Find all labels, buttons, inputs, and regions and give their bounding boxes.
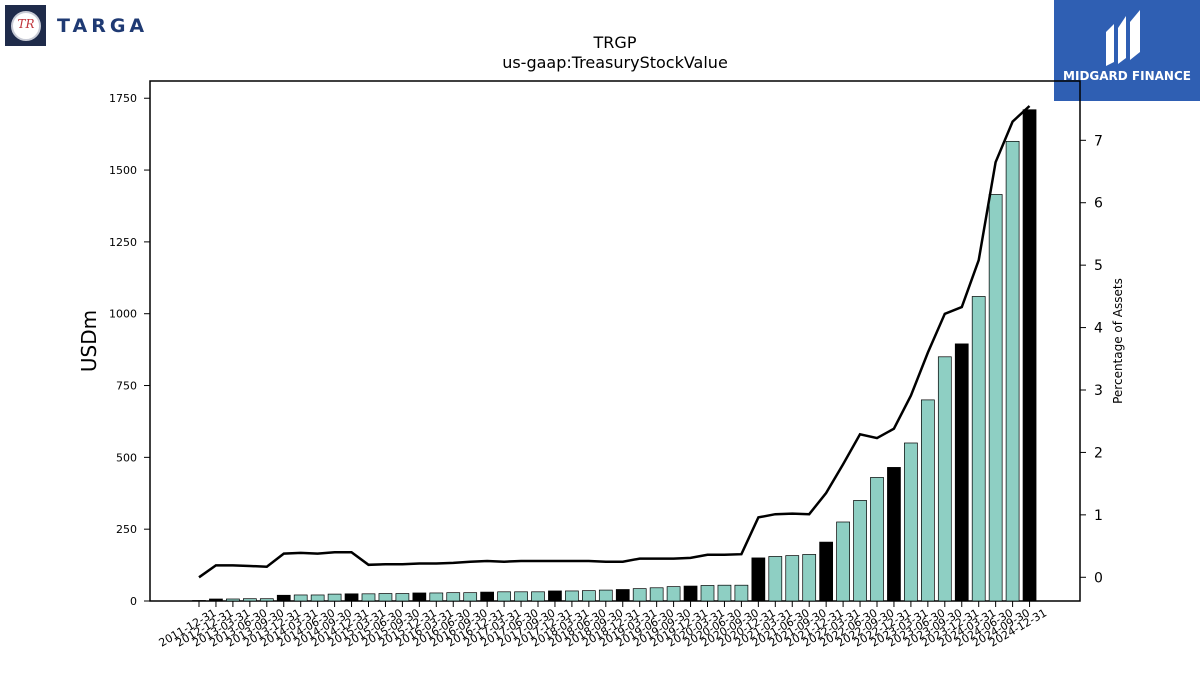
bar [785,555,800,602]
bar [548,590,562,602]
bar [937,356,952,602]
bar [700,585,715,602]
bar [192,600,206,602]
bar [920,399,935,602]
midgard-mark-icon [1106,10,1140,66]
y-tick-label: 500 [116,451,137,464]
bar [446,592,461,602]
bar [887,467,901,602]
bar [412,592,427,602]
y2-tick-label: 7 [1094,133,1103,149]
bar [259,598,274,602]
chart-subtitle: us-gaap:TreasuryStockValue [502,53,728,72]
percentage-line [198,105,1031,579]
bar [463,592,478,602]
y-tick-label: 1500 [109,164,137,177]
plot-frame [149,80,1081,602]
bar [632,588,647,602]
bar [429,592,444,602]
bar [243,598,257,602]
y2-tick-label: 0 [1094,570,1103,586]
bar [734,584,749,602]
y2-tick-label: 3 [1094,383,1103,399]
bar [581,590,596,602]
bar [378,593,393,602]
targa-wordmark: TARGA [57,15,149,37]
y-tick-label: 0 [130,595,137,608]
chart-title: TRGP [593,33,637,52]
bar [988,194,1003,602]
bar [361,593,376,602]
bar [971,296,986,602]
targa-emblem: TR [5,5,46,46]
bar [768,556,783,602]
bar [209,598,223,602]
bar [1005,140,1020,602]
y2-tick-label: 1 [1094,508,1103,524]
bar [853,500,867,602]
bar [226,598,240,602]
y2-tick-label: 4 [1094,321,1103,337]
bar [514,591,528,602]
bar [904,442,918,602]
bar [497,591,511,602]
y-tick-label: 1000 [109,308,137,321]
bar [683,585,698,602]
bar [276,594,291,602]
bar [666,586,681,602]
emblem-initials: TR [17,17,35,31]
y-axis-label: USDm [77,310,101,372]
bar [954,343,969,602]
bar [293,594,308,602]
y2-tick-label: 6 [1094,196,1103,212]
bar [327,593,342,602]
bar [615,589,630,602]
bar [836,521,850,602]
bar [480,591,494,602]
bar [1022,109,1037,602]
bar [819,541,834,602]
y-tick-label: 1250 [109,236,137,249]
y-tick-label: 750 [116,380,137,393]
bar [870,477,884,602]
y2-tick-label: 5 [1094,258,1103,274]
bar [649,587,664,602]
y2-axis-label: Percentage of Assets [1111,278,1125,404]
targa-logo: TR TARGA [5,5,165,47]
bar [751,557,766,602]
bar [717,584,732,602]
bar [344,593,359,602]
bar [310,594,325,602]
y-tick-label: 250 [116,523,137,536]
bar [531,591,545,602]
bar [565,590,579,602]
bar [802,554,817,602]
y2-tick-label: 2 [1094,445,1103,461]
emblem-ring [11,11,41,41]
bar [395,593,410,602]
midgard-wordmark: MIDGARD FINANCE [1063,69,1191,83]
midgard-finance-logo: MIDGARD FINANCE [1054,0,1200,101]
y-tick-label: 1750 [109,92,137,105]
bar [598,589,613,602]
